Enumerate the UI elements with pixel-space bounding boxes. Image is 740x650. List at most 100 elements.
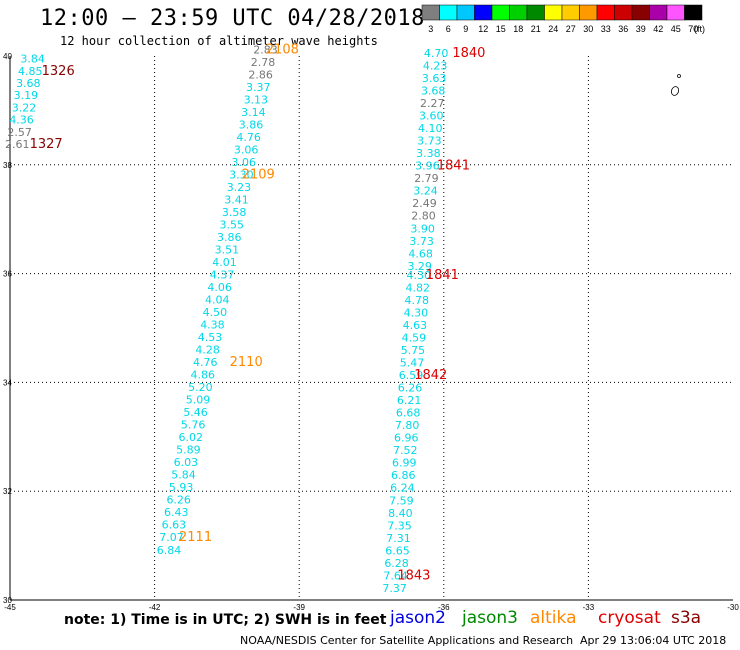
wave-height-label: 2.27 <box>420 97 445 110</box>
wave-height-label: 3.51 <box>215 243 240 256</box>
x-tick-label: -45 <box>4 603 16 612</box>
wave-height-label: 2.49 <box>412 197 437 210</box>
wave-height-label: 5.93 <box>169 481 194 494</box>
wave-height-label: 7.64 <box>383 569 408 582</box>
wave-height-label: 4.59 <box>402 332 427 345</box>
wave-height-label: 3.60 <box>419 110 444 123</box>
wave-height-label: 3.14 <box>241 106 266 119</box>
x-tick-label: -30 <box>727 603 739 612</box>
wave-height-label: 3.86 <box>239 118 264 131</box>
wave-height-label: 5.75 <box>401 344 426 357</box>
wave-height-label: 8.40 <box>388 507 413 520</box>
wave-height-label: 5.76 <box>181 419 206 432</box>
legend-level-label: 36 <box>618 24 628 34</box>
wave-height-label: 2.79 <box>414 172 439 185</box>
legend-unit-label: (ft) <box>694 24 705 34</box>
legend-level-label: 27 <box>566 24 576 34</box>
wave-height-label: 5.89 <box>176 444 201 457</box>
legend-level-label: 6 <box>446 24 451 34</box>
legend-level-label: 18 <box>513 24 523 34</box>
time-label: 1326 <box>42 64 75 79</box>
satellite-legend-item: s3a <box>671 608 702 628</box>
wave-height-label: 3.63 <box>422 72 447 85</box>
wave-height-label: 5.46 <box>183 406 208 419</box>
time-label: 2111 <box>179 530 212 545</box>
wave-height-label: 4.23 <box>423 60 448 73</box>
wave-height-label: 4.38 <box>200 319 225 332</box>
wave-height-label: 3.55 <box>219 218 244 231</box>
wave-height-label: 3.06 <box>234 143 259 156</box>
wave-height-label: 6.02 <box>179 431 204 444</box>
y-tick-label: 38 <box>3 161 12 170</box>
wave-height-label: 7.59 <box>389 494 414 507</box>
legend-swatch <box>684 4 703 21</box>
satellite-legend-item: jason2 <box>390 608 446 628</box>
wave-height-label: 4.04 <box>205 294 230 307</box>
legend-level-label: 21 <box>531 24 541 34</box>
wave-height-label: 7.80 <box>395 419 420 432</box>
y-tick-label: 30 <box>3 596 12 605</box>
wave-height-label: 3.29 <box>407 260 432 273</box>
wave-height-label: 4.82 <box>406 282 431 295</box>
wave-height-label: 7.52 <box>393 444 418 457</box>
island-shape <box>677 74 681 78</box>
wave-height-label: 4.30 <box>406 269 431 282</box>
wave-height-label: 6.28 <box>384 557 409 570</box>
legend-level-label: 9 <box>463 24 468 34</box>
wave-height-label: 5.20 <box>188 381 213 394</box>
wave-height-label: 4.76 <box>236 131 261 144</box>
time-label: 1843 <box>397 568 430 583</box>
wave-height-label: 4.63 <box>403 319 428 332</box>
wave-height-label: 6.26 <box>398 382 423 395</box>
wave-height-label: 3.86 <box>217 231 242 244</box>
wave-height-label: 4.01 <box>212 256 237 269</box>
legend-level-label: 15 <box>496 24 506 34</box>
legend-level-label: 3 <box>428 24 433 34</box>
time-label: 2108 <box>266 42 299 57</box>
wave-height-label: 5.47 <box>400 357 425 370</box>
island-shape <box>670 86 680 96</box>
satellite-legend-item: jason3 <box>462 608 518 628</box>
wave-height-label: 2.78 <box>251 56 276 69</box>
wave-height-label: 3.37 <box>246 81 271 94</box>
wave-height-label: 3.96 <box>415 160 440 173</box>
footer-note: note: 1) Time is in UTC; 2) SWH is in fe… <box>64 612 387 628</box>
wave-height-label: 6.65 <box>385 544 410 557</box>
y-tick-label: 32 <box>3 487 12 496</box>
wave-height-label: 4.30 <box>404 307 429 320</box>
legend-level-label: 24 <box>548 24 558 34</box>
wave-height-label: 6.68 <box>396 407 421 420</box>
wave-height-label: 4.53 <box>198 331 223 344</box>
wave-height-label: 6.43 <box>164 506 189 519</box>
wave-height-label: 2.80 <box>411 210 436 223</box>
wave-height-label: 6.63 <box>162 519 187 532</box>
wave-height-label: 3.22 <box>12 101 37 114</box>
x-tick-label: -42 <box>149 603 161 612</box>
color-scale-legend: 3 6 9 12 15 18 21 24 27 30 33 36 39 42 45 70(ft) <box>421 4 705 34</box>
wave-height-label: 6.59 <box>399 369 424 382</box>
legend-level-label: 39 <box>636 24 646 34</box>
wave-height-label: 7.37 <box>382 582 407 595</box>
chart-subtitle: 12 hour collection of altimeter wave hei… <box>60 34 378 48</box>
wave-height-label: 4.37 <box>210 268 235 281</box>
x-tick-label: -39 <box>293 603 305 612</box>
wave-height-label: 7.31 <box>386 532 411 545</box>
time-label: 1327 <box>30 137 63 152</box>
time-label: 2110 <box>230 355 263 370</box>
wave-height-label: 4.76 <box>193 356 218 369</box>
satellite-legend-item: cryosat <box>598 608 661 628</box>
wave-height-label: 3.24 <box>413 185 438 198</box>
wave-height-label: 6.03 <box>174 456 199 469</box>
y-tick-label: 34 <box>3 378 12 387</box>
time-label: 1842 <box>414 368 447 383</box>
footer-date: Apr 29 13:06:04 UTC 2018 <box>580 634 727 647</box>
wave-height-label: 2.61 <box>5 138 30 151</box>
wave-height-label: 3.68 <box>16 77 41 90</box>
satellite-legend-item: altika <box>530 608 577 628</box>
wave-height-label: 3.30 <box>229 168 254 181</box>
legend-level-label: 33 <box>601 24 611 34</box>
time-label: 2109 <box>242 167 275 182</box>
wave-height-label: 4.68 <box>408 247 433 260</box>
wave-height-label: 3.73 <box>409 235 434 248</box>
